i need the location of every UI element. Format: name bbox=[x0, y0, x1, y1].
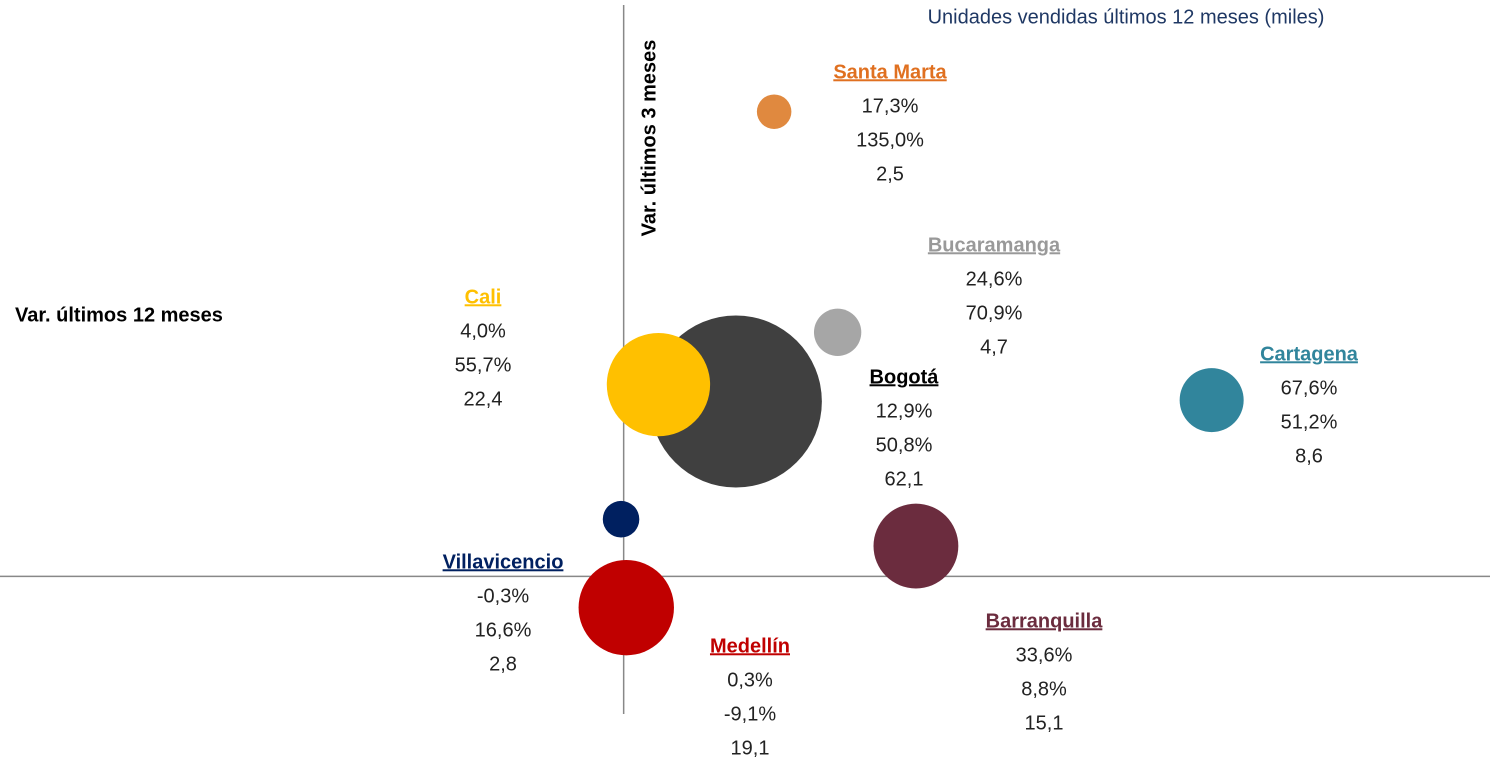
bubble bbox=[578, 559, 674, 656]
data-label: 15,1 bbox=[1025, 712, 1064, 734]
data-label: 22,4 bbox=[464, 388, 503, 410]
legend-label: Bogotá bbox=[870, 366, 940, 388]
data-label: 67,6% bbox=[1281, 377, 1338, 399]
legend-label: Villavicencio bbox=[443, 551, 564, 573]
data-label: 17,3% bbox=[862, 95, 919, 117]
data-label: 12,9% bbox=[876, 400, 933, 422]
legend-label: Cartagena bbox=[1260, 343, 1359, 365]
chart-title: Unidades vendidas últimos 12 meses (mile… bbox=[928, 6, 1325, 28]
data-label: 16,6% bbox=[475, 619, 532, 641]
data-label: 8,8% bbox=[1021, 678, 1067, 700]
legend-label: Cali bbox=[465, 286, 502, 308]
data-label: 33,6% bbox=[1016, 644, 1073, 666]
data-label: 4,7 bbox=[980, 336, 1008, 358]
legend-label: Santa Marta bbox=[833, 61, 947, 83]
data-label: 70,9% bbox=[966, 302, 1023, 324]
bubble bbox=[873, 503, 959, 589]
data-label: -9,1% bbox=[724, 703, 776, 725]
data-label: 55,7% bbox=[455, 354, 512, 376]
legend-label: Barranquilla bbox=[986, 610, 1104, 632]
x-axis-title: Var. últimos 12 meses bbox=[15, 304, 223, 326]
data-label: 8,6 bbox=[1295, 445, 1323, 467]
data-label: 2,8 bbox=[489, 653, 517, 675]
bubble bbox=[602, 500, 640, 538]
bubble bbox=[813, 308, 862, 356]
legend-label: Medellín bbox=[710, 635, 790, 657]
data-label: 24,6% bbox=[966, 268, 1023, 290]
data-label: 2,5 bbox=[876, 163, 904, 185]
bubble bbox=[756, 94, 792, 129]
data-label: 19,1 bbox=[731, 737, 770, 759]
data-label: 135,0% bbox=[856, 129, 924, 151]
data-label: 62,1 bbox=[885, 468, 924, 490]
legend-label: Bucaramanga bbox=[928, 234, 1061, 256]
data-label: 0,3% bbox=[727, 669, 773, 691]
bubble bbox=[1179, 368, 1244, 433]
data-label: -0,3% bbox=[477, 585, 529, 607]
data-label: 51,2% bbox=[1281, 411, 1338, 433]
bubble bbox=[606, 332, 711, 437]
data-label: 50,8% bbox=[876, 434, 933, 456]
y-axis-title: Var. últimos 3 meses bbox=[638, 40, 660, 237]
data-label: 4,0% bbox=[460, 320, 506, 342]
